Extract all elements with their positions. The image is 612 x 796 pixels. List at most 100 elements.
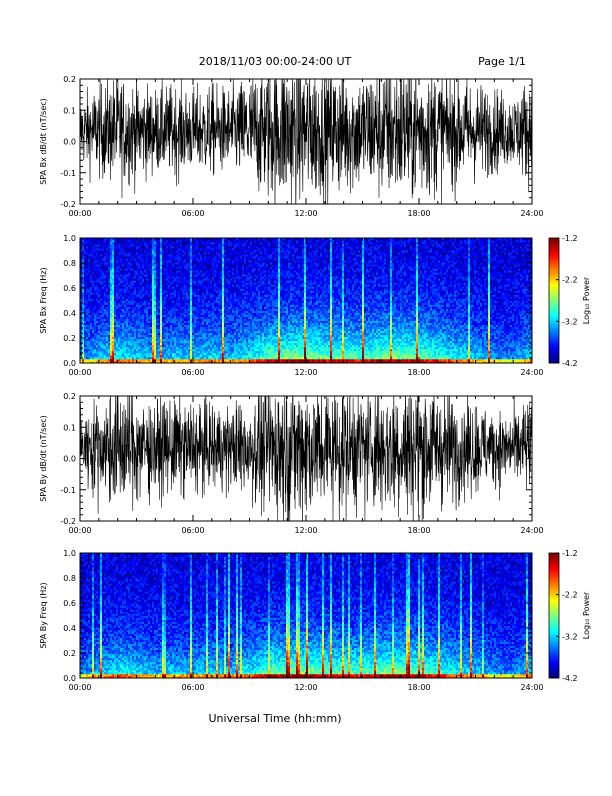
spectrogram-cell	[184, 341, 186, 343]
spectrogram-cell	[198, 333, 200, 335]
spectrogram-cell	[200, 313, 202, 315]
spectrogram-cell	[102, 280, 104, 282]
spectrogram-cell	[204, 252, 206, 254]
spectrogram-cell	[120, 264, 122, 266]
spectrogram-cell	[166, 355, 168, 357]
spectrogram-cell	[150, 305, 152, 307]
spectrogram-cell	[226, 268, 228, 270]
spectrogram-cell	[234, 359, 236, 361]
spectrogram-cell	[158, 337, 160, 339]
spectrogram-cell	[112, 250, 114, 252]
spectrogram-cell	[210, 305, 212, 307]
spectrogram-cell	[144, 284, 146, 286]
spectrogram-cell	[138, 244, 140, 246]
spectrogram-cell	[224, 298, 226, 300]
spectrogram-cell	[216, 298, 218, 300]
spectrogram-cell	[90, 294, 92, 296]
spectrogram-cell	[108, 323, 110, 325]
spectrogram-cell	[120, 278, 122, 280]
spectrogram-cell	[130, 355, 132, 357]
spectrogram-cell	[160, 242, 162, 244]
spectrogram-cell	[234, 345, 236, 347]
spectrogram-cell	[210, 343, 212, 345]
spectrogram-cell	[232, 323, 234, 325]
spectrogram-cell	[82, 260, 84, 262]
spectrogram-cell	[228, 313, 230, 315]
spectrogram-cell	[188, 329, 190, 331]
spectrogram-cell	[216, 325, 218, 327]
spectrogram-cell	[86, 296, 88, 298]
spectrogram-cell	[186, 246, 188, 248]
spectrogram-cell	[146, 317, 148, 319]
spectrogram-cell	[104, 337, 106, 339]
spectrogram-cell	[148, 327, 150, 329]
spectrogram-cell	[200, 266, 202, 268]
spectrogram-cell	[222, 242, 224, 244]
spectrogram-cell	[102, 246, 104, 248]
spectrogram-cell	[212, 309, 214, 311]
spectrogram-cell	[206, 319, 208, 321]
spectrogram-cell	[118, 337, 120, 339]
spectrogram-cell	[184, 351, 186, 353]
spectrogram-cell	[158, 333, 160, 335]
spectrogram-cell	[226, 278, 228, 280]
spectrogram-cell	[94, 347, 96, 349]
spectrogram-cell	[152, 353, 154, 355]
spectrogram-cell	[126, 250, 128, 252]
spectrogram-cell	[106, 355, 108, 357]
spectrogram-cell	[96, 313, 98, 315]
spectrogram-cell	[188, 284, 190, 286]
spectrogram-cell	[114, 260, 116, 262]
spectrogram-cell	[96, 307, 98, 309]
spectrogram-cell	[170, 321, 172, 323]
spectrogram-cell	[170, 262, 172, 264]
spectrogram-cell	[118, 254, 120, 256]
spectrogram-cell	[214, 272, 216, 274]
spectrogram-cell	[164, 309, 166, 311]
spectrogram-cell	[194, 274, 196, 276]
spectrogram-cell	[228, 303, 230, 305]
spectrogram-cell	[140, 339, 142, 341]
spectrogram-cell	[116, 317, 118, 319]
spectrogram-cell	[220, 337, 222, 339]
spectrogram-cell	[196, 276, 198, 278]
spectrogram-cell	[116, 246, 118, 248]
spectrogram-cell	[124, 333, 126, 335]
spectrogram-cell	[100, 335, 102, 337]
spectrogram-cell	[186, 296, 188, 298]
spectrogram-cell	[222, 274, 224, 276]
spectrogram-cell	[218, 329, 220, 331]
spectrogram-cell	[110, 266, 112, 268]
spectrogram-cell	[146, 288, 148, 290]
spectrogram-cell	[96, 347, 98, 349]
spectrogram-cell	[148, 252, 150, 254]
spectrogram-cell	[182, 240, 184, 242]
spectrogram-cell	[164, 321, 166, 323]
spectrogram-cell	[168, 252, 170, 254]
spectrogram-cell	[210, 272, 212, 274]
spectrogram-cell	[136, 288, 138, 290]
spectrogram-cell	[168, 301, 170, 303]
spectrogram-cell	[194, 347, 196, 349]
spectrogram-cell	[232, 317, 234, 319]
spectrogram-cell	[98, 339, 100, 341]
spectrogram-cell	[92, 286, 94, 288]
spectrogram-cell	[168, 254, 170, 256]
spectrogram-cell	[94, 284, 96, 286]
spectrogram-cell	[118, 335, 120, 337]
spectrogram-cell	[84, 282, 86, 284]
spectrogram-cell	[202, 357, 204, 359]
spectrogram-cell	[188, 266, 190, 268]
spectrogram-cell	[220, 345, 222, 347]
spectrogram-cell	[196, 270, 198, 272]
spectrogram-cell	[222, 288, 224, 290]
spectrogram-cell	[132, 301, 134, 303]
spectrogram-cell	[190, 296, 192, 298]
spectrogram-cell	[222, 298, 224, 300]
spectrogram-cell	[90, 301, 92, 303]
spectrogram-cell	[214, 301, 216, 303]
spectrogram-cell	[214, 268, 216, 270]
spectrogram-cell	[198, 353, 200, 355]
spectrogram-cell	[208, 282, 210, 284]
